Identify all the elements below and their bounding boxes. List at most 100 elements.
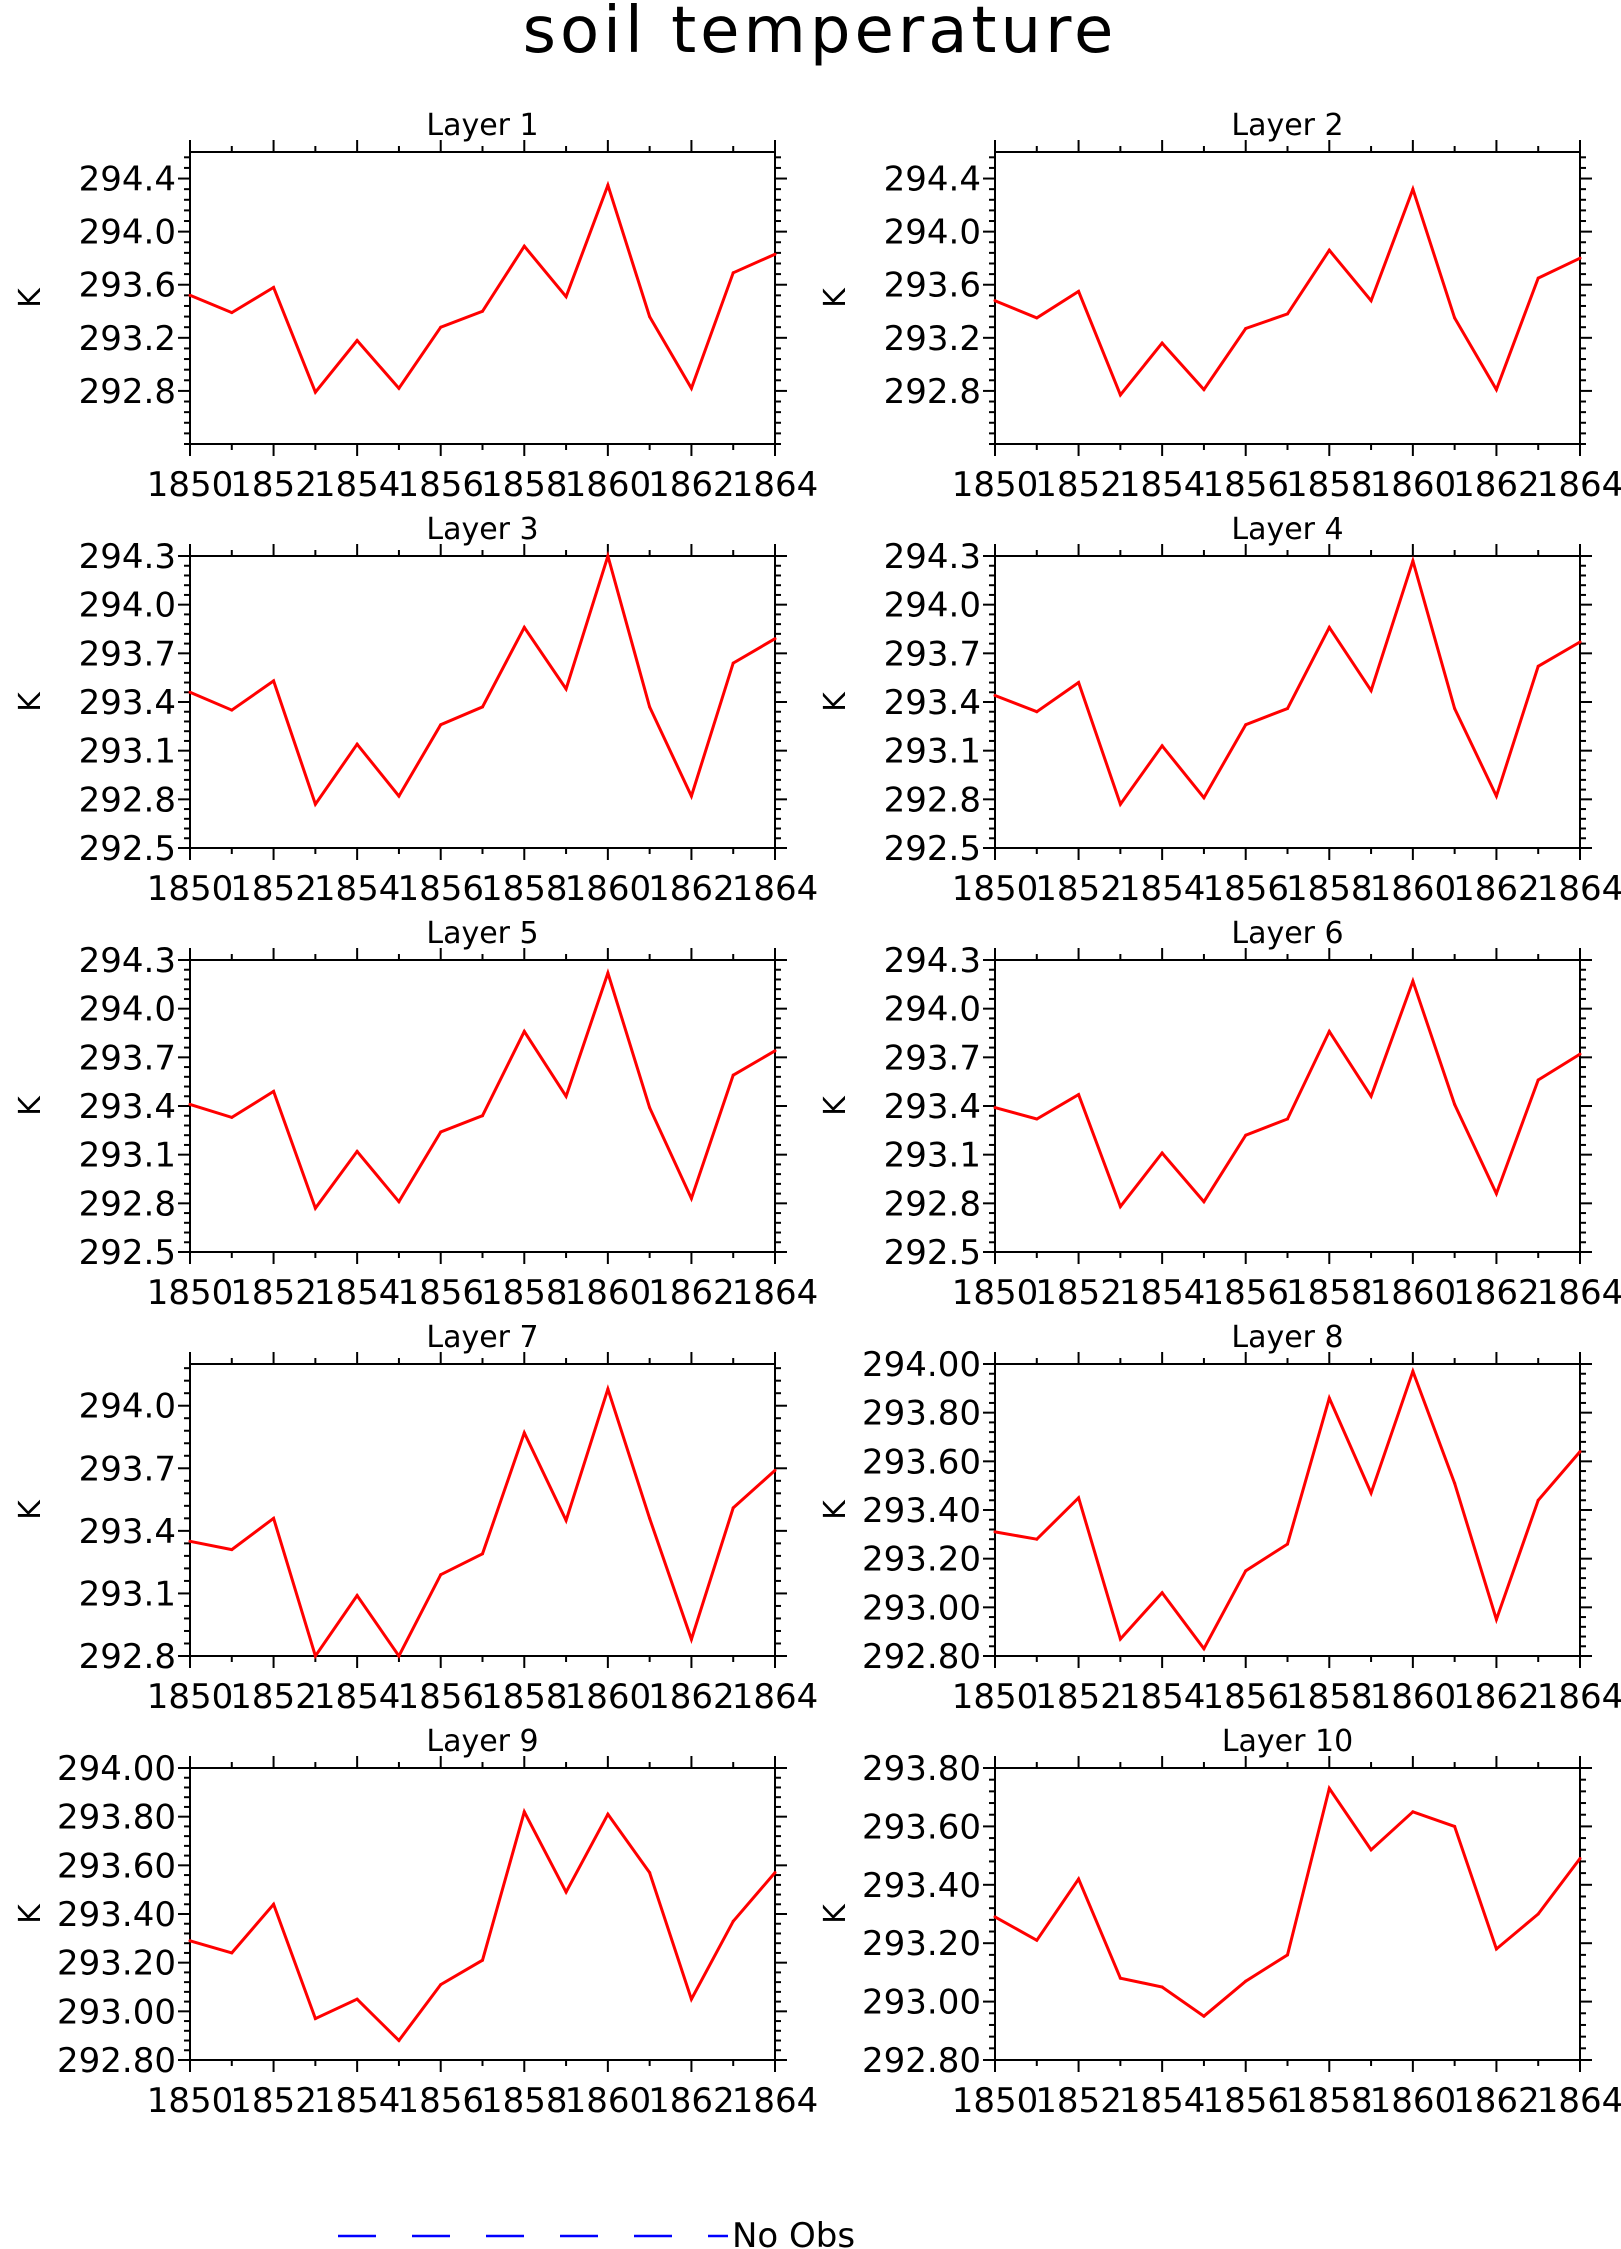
data-point [272,679,276,683]
data-point [1035,1537,1039,1541]
data-point [648,1106,652,1110]
data-point [1578,1857,1582,1861]
x-tick-label: 1856 [1202,465,1289,505]
data-point [522,1810,526,1814]
y-tick-label: 292.8 [79,1637,176,1677]
data-point [481,1552,484,1556]
y-tick-label: 293.60 [862,1807,981,1847]
x-tick-label: 1862 [648,465,735,505]
x-tick-label: 1856 [397,1273,484,1313]
x-tick-label: 1860 [1370,869,1457,909]
data-point [439,723,443,727]
x-tick-label: 1860 [565,869,652,909]
x-tick-label: 1854 [1119,869,1206,909]
series-line [994,555,1581,808]
y-axis-label: K [13,1499,48,1520]
panel-title: Layer 6 [1231,916,1343,951]
data-point [606,554,610,558]
data-point [1244,1979,1248,1983]
data-point [1453,1481,1457,1485]
data-point [1244,327,1248,331]
data-point [188,293,192,297]
x-tick-label: 1850 [952,1273,1039,1313]
data-point [1411,559,1415,563]
data-point [1453,1102,1457,1106]
series-line [189,180,776,396]
data-point [230,311,234,315]
data-point [1077,681,1081,685]
x-tick-label: 1852 [230,869,317,909]
data-point [188,1539,192,1543]
data-point [481,309,484,313]
data-point [481,705,484,709]
data-point [1578,640,1582,644]
data-point [355,1594,359,1598]
x-tick-label: 1858 [1286,1273,1373,1313]
panel-title: Layer 8 [1231,1320,1343,1355]
x-tick-label: 1854 [1119,1273,1206,1313]
data-point [1327,1396,1331,1400]
y-tick-label: 293.40 [57,1895,176,1935]
data-point [1327,1786,1331,1790]
data-point [272,1089,276,1093]
data-point [606,971,610,975]
data-point [648,315,652,319]
y-tick-label: 293.2 [79,319,176,359]
x-tick-label: 1862 [1453,1273,1540,1313]
data-point [1118,1637,1122,1641]
data-point [272,1902,276,1906]
data-point [1536,1498,1540,1502]
x-tick-label: 1856 [397,1677,484,1717]
y-tick-label: 293.60 [862,1442,981,1482]
x-tick-label: 1864 [1537,869,1621,909]
x-tick-label: 1852 [230,465,317,505]
data-point [1077,1877,1081,1881]
data-point [230,1548,234,1552]
y-tick-label: 294.3 [884,537,981,577]
y-tick-label: 293.6 [884,266,981,306]
y-tick-label: 292.8 [884,780,981,820]
x-tick-label: 1862 [1453,1677,1540,1717]
panel-title: Layer 7 [426,1320,538,1355]
legend-label: No Obs [732,2216,855,2249]
data-point [689,1997,693,2001]
x-tick-label: 1854 [314,869,401,909]
series-line [189,1807,777,2043]
y-tick-label: 294.3 [79,537,176,577]
x-tick-label: 1860 [1370,1677,1457,1717]
x-tick-label: 1858 [481,869,568,909]
y-tick-label: 293.1 [79,1136,176,1176]
y-tick-label: 293.80 [862,1749,981,1789]
y-axis-label: K [13,1095,48,1116]
data-point [230,708,234,712]
data-point [313,1654,317,1658]
data-point [1160,1151,1164,1155]
data-point [355,1149,359,1153]
y-tick-label: 294.4 [884,160,981,200]
data-point [1160,1985,1164,1989]
y-tick-label: 293.80 [57,1798,176,1838]
panel-title: Layer 1 [426,108,538,143]
x-tick-label: 1854 [1119,465,1206,505]
data-point [1035,1938,1039,1942]
x-tick-label: 1852 [230,2081,317,2121]
data-point [993,1106,997,1110]
data-point [1077,1093,1081,1097]
y-tick-label: 292.8 [79,1184,176,1224]
data-point [1536,1912,1540,1916]
series-line [189,1384,777,1660]
data-point [313,2017,317,2021]
data-point [1411,1810,1415,1814]
data-point [1202,2014,1206,2018]
x-tick-label: 1856 [1202,1677,1289,1717]
x-tick-label: 1856 [397,465,484,505]
y-tick-label: 293.1 [79,732,176,772]
y-tick-label: 293.20 [57,1944,176,1984]
data-point [522,244,526,248]
data-point [1536,1078,1540,1082]
y-tick-label: 293.40 [862,1866,981,1906]
panel-title: Layer 4 [1231,512,1343,547]
data-point [564,1094,568,1098]
